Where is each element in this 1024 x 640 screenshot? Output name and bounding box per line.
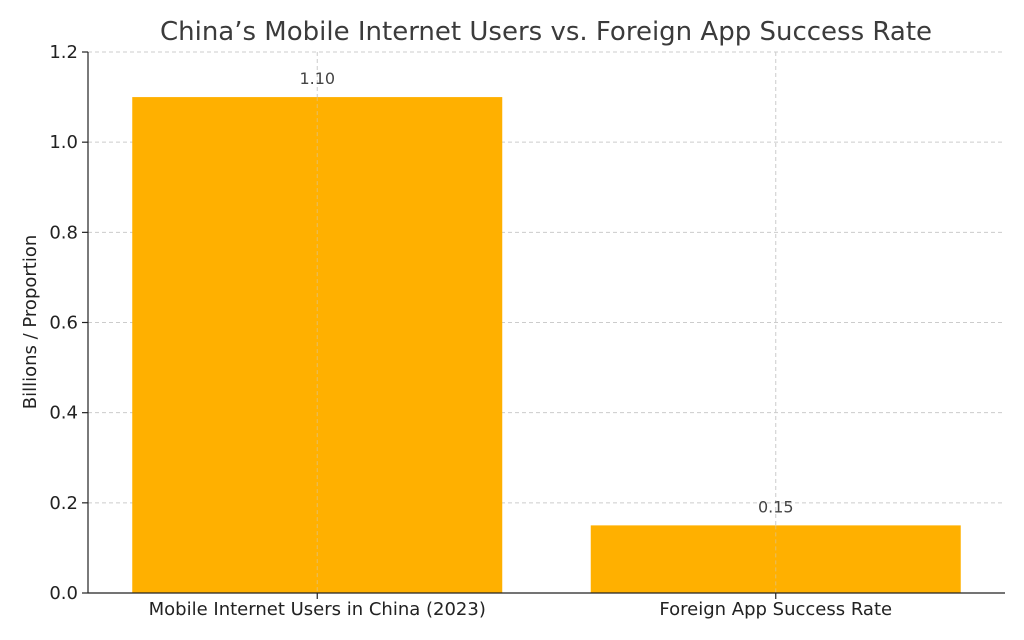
x-tick-label: Mobile Internet Users in China (2023) bbox=[149, 599, 486, 620]
chart-title: China’s Mobile Internet Users vs. Foreig… bbox=[160, 17, 932, 47]
y-tick-label: 0.8 bbox=[49, 222, 78, 243]
y-axis-label: Billions / Proportion bbox=[20, 235, 41, 410]
x-tick-label: Foreign App Success Rate bbox=[659, 599, 892, 620]
y-tick-label: 1.0 bbox=[49, 132, 78, 153]
bar-value-label: 0.15 bbox=[758, 497, 794, 516]
y-tick-label: 0.4 bbox=[49, 403, 78, 424]
y-tick-label: 0.2 bbox=[49, 493, 78, 514]
labels-layer: 0.0 0.2 0.4 0.6 0.8 1.0 1.2 1.10 Mobile Internet… bbox=[49, 42, 892, 620]
y-tick-label: 0.6 bbox=[49, 313, 78, 334]
y-tick-label: 1.2 bbox=[49, 42, 78, 63]
bars-layer bbox=[132, 97, 961, 593]
y-tick-label: 0.0 bbox=[49, 583, 78, 604]
bar-value-label: 1.10 bbox=[299, 69, 335, 88]
